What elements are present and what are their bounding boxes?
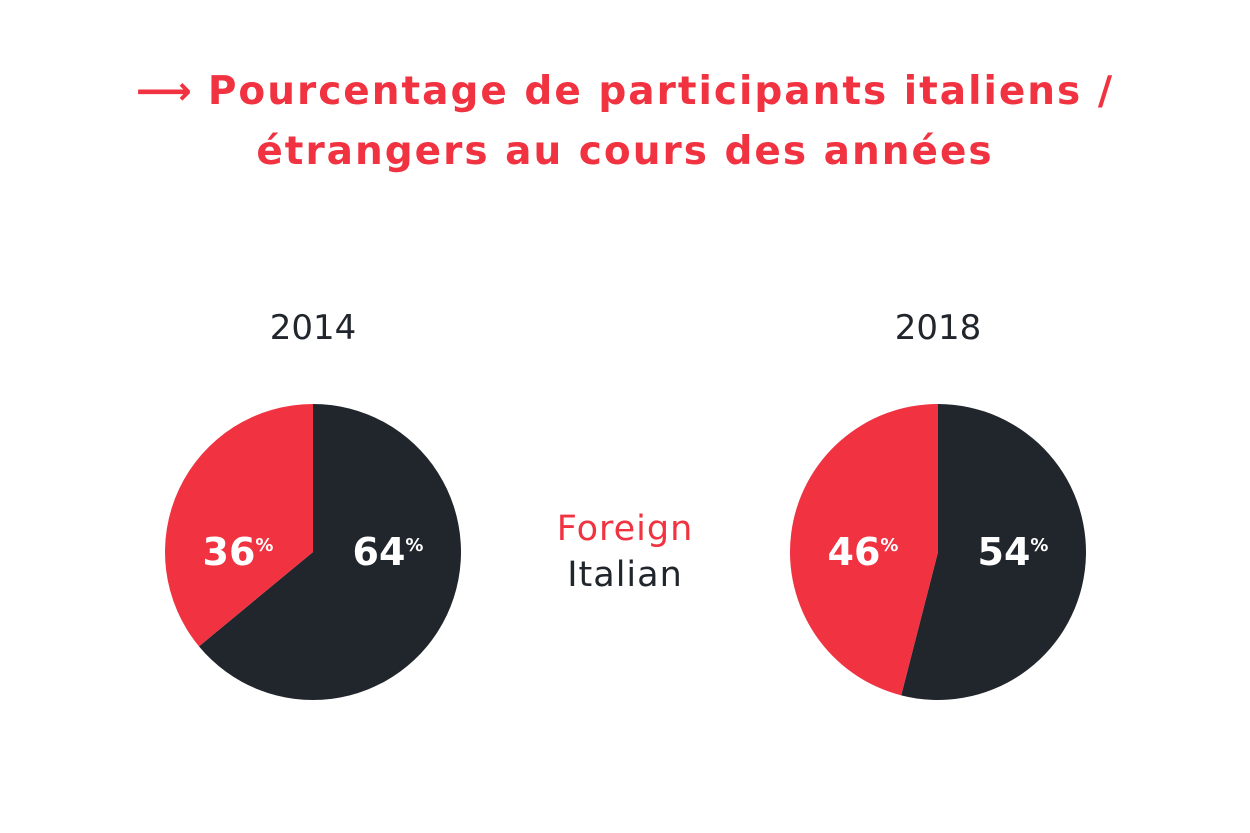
pie-chart-2018: 54% 46%: [789, 404, 1086, 700]
legend: Foreign Italian: [525, 506, 725, 598]
legend-item-italian: Italian: [567, 555, 683, 595]
pie-title-2014: 2014: [269, 308, 357, 348]
title-line-1: ⟶ Pourcentage de participants italiens /: [0, 62, 1250, 122]
pie-label-foreign-2014: 36%: [203, 530, 274, 574]
pie-slice-foreign-2018: [789, 404, 938, 696]
chart-title: ⟶ Pourcentage de participants italiens / …: [0, 62, 1250, 182]
pie-slice-italian-2014: [198, 404, 461, 700]
title-line-2: étrangers au cours des années: [256, 129, 994, 174]
pie-slice-foreign-2014: [165, 404, 313, 647]
pie-slice-italian-2018: [901, 404, 1086, 700]
pie-label-italian-2018: 54%: [978, 530, 1049, 574]
pie-label-italian-2014: 64%: [353, 530, 424, 574]
pie-chart-2014: 64% 36%: [165, 404, 461, 700]
legend-item-foreign: Foreign: [556, 509, 694, 549]
pie-label-foreign-2018: 46%: [828, 530, 899, 574]
pie-title-2018: 2018: [894, 308, 982, 348]
arrow-right-icon: ⟶: [135, 69, 194, 114]
title-text-1: Pourcentage de participants italiens /: [207, 69, 1115, 114]
